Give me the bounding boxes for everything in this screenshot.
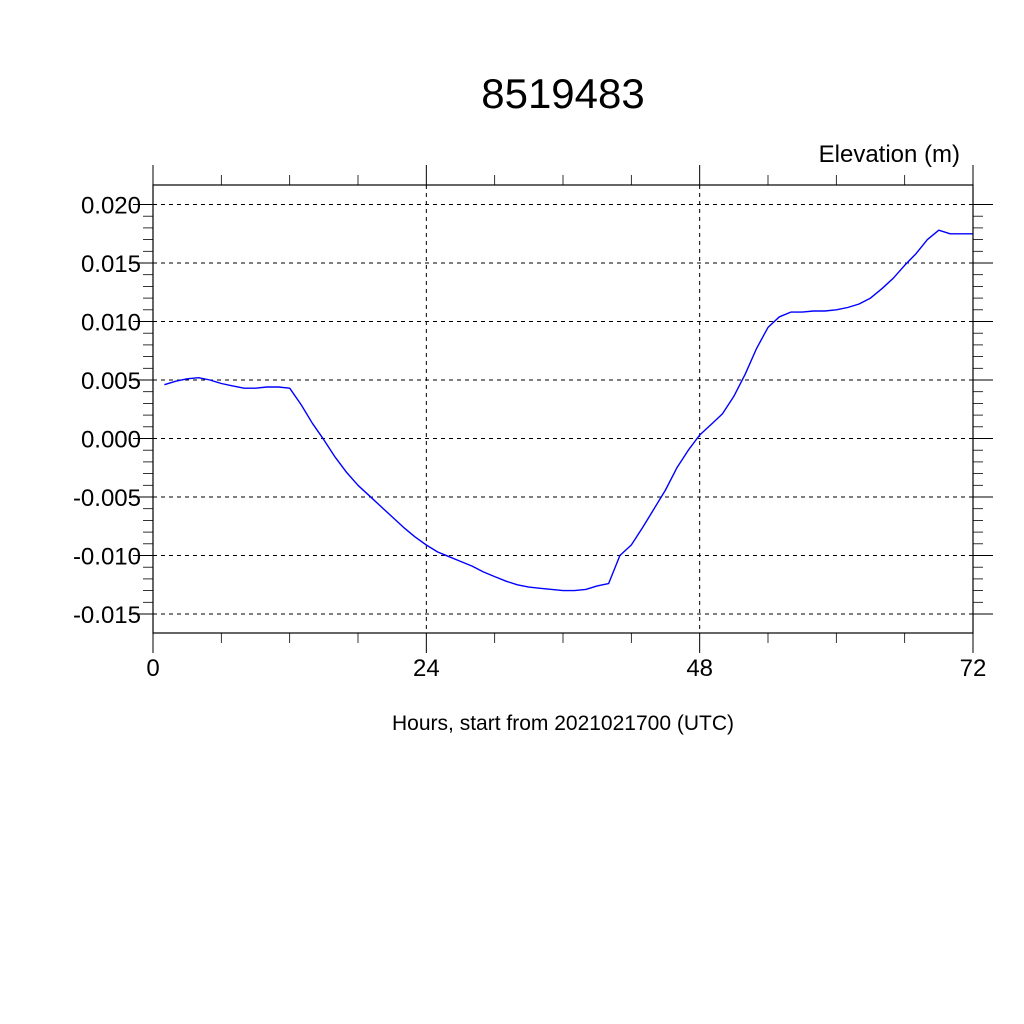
x-tick-label: 48 bbox=[686, 655, 713, 682]
grid-lines bbox=[153, 185, 973, 633]
elevation-series-line bbox=[164, 229, 973, 592]
y-tick-label: -0.005 bbox=[73, 485, 141, 512]
x-axis-label: Hours, start from 2021021700 (UTC) bbox=[392, 712, 734, 735]
y-tick-label: -0.010 bbox=[73, 544, 141, 571]
series-layer bbox=[164, 229, 973, 592]
x-tick-label: 0 bbox=[146, 655, 159, 682]
y-tick-label: 0.000 bbox=[81, 427, 141, 454]
y-tick-label: -0.015 bbox=[73, 602, 141, 629]
y-tick-label: 0.010 bbox=[81, 310, 141, 337]
y-tick-label: 0.005 bbox=[81, 368, 141, 395]
y-tick-label: 0.015 bbox=[81, 251, 141, 278]
y-tick-label: 0.020 bbox=[81, 193, 141, 220]
x-tick-label: 72 bbox=[960, 655, 987, 682]
plot-frame bbox=[152, 184, 974, 634]
axis-ticks bbox=[133, 165, 993, 653]
x-tick-label: 24 bbox=[413, 655, 440, 682]
chart-title: 8519483 bbox=[481, 70, 645, 117]
tick-labels: 0.020 0.015 0.010 0.005 0.000 -0.005 -0.010 -0.… bbox=[73, 193, 986, 683]
unit-label: Elevation (m) bbox=[819, 141, 960, 168]
